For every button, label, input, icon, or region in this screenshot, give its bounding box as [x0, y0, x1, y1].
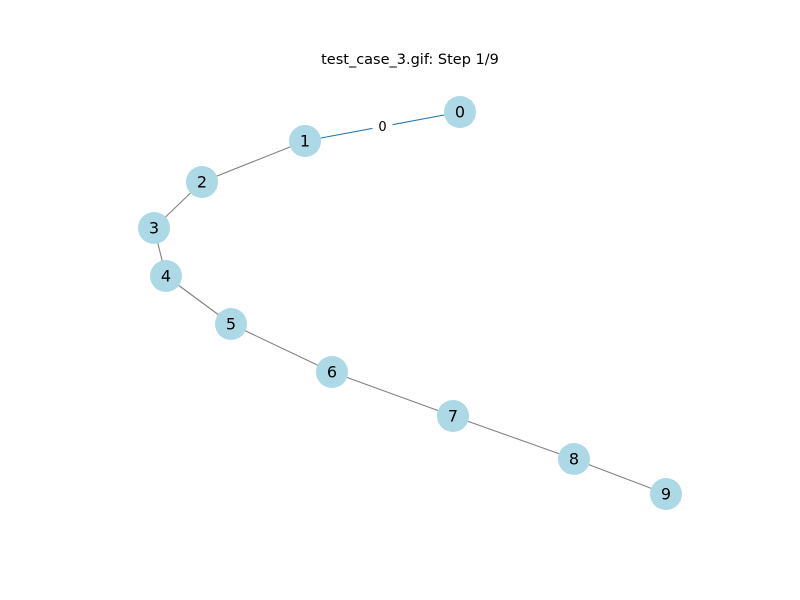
edge-label-background: [372, 118, 393, 135]
node-circle: [650, 478, 682, 510]
node-7: 7: [437, 400, 469, 432]
edge-8-9: [573, 458, 667, 495]
diagram-title: test_case_3.gif: Step 1/9: [321, 52, 499, 68]
node-label: 9: [661, 485, 671, 504]
node-circle: [316, 356, 348, 388]
node-circle: [437, 400, 469, 432]
edge-label-text: 0: [378, 120, 386, 135]
node-label: 1: [300, 132, 310, 151]
node-label: 0: [455, 103, 465, 122]
edge-1-2: [201, 140, 306, 183]
node-circle: [150, 260, 182, 292]
node-4: 4: [150, 260, 182, 292]
node-1: 1: [289, 125, 321, 157]
node-label: 2: [197, 173, 207, 192]
node-0: 0: [444, 96, 476, 128]
node-circle: [138, 212, 170, 244]
node-label: 6: [327, 363, 337, 382]
node-circle: [186, 166, 218, 198]
node-label: 5: [226, 315, 236, 334]
node-circle: [215, 308, 247, 340]
node-9: 9: [650, 478, 682, 510]
node-label: 3: [149, 219, 159, 238]
node-3: 3: [138, 212, 170, 244]
nodes-layer: 0 1 2 3 4 5 6 7 8 9: [138, 96, 682, 510]
edge-6-7: [331, 371, 454, 417]
edge-label-1-0: 0: [372, 118, 393, 135]
edge-5-6: [230, 323, 333, 373]
node-label: 7: [448, 407, 458, 426]
node-label: 4: [161, 267, 171, 286]
node-circle: [558, 443, 590, 475]
edge-labels-layer: 0: [372, 118, 393, 135]
node-2: 2: [186, 166, 218, 198]
node-label: 8: [569, 450, 579, 469]
node-circle: [444, 96, 476, 128]
node-5: 5: [215, 308, 247, 340]
node-8: 8: [558, 443, 590, 475]
node-6: 6: [316, 356, 348, 388]
edge-7-8: [452, 415, 575, 460]
node-circle: [289, 125, 321, 157]
